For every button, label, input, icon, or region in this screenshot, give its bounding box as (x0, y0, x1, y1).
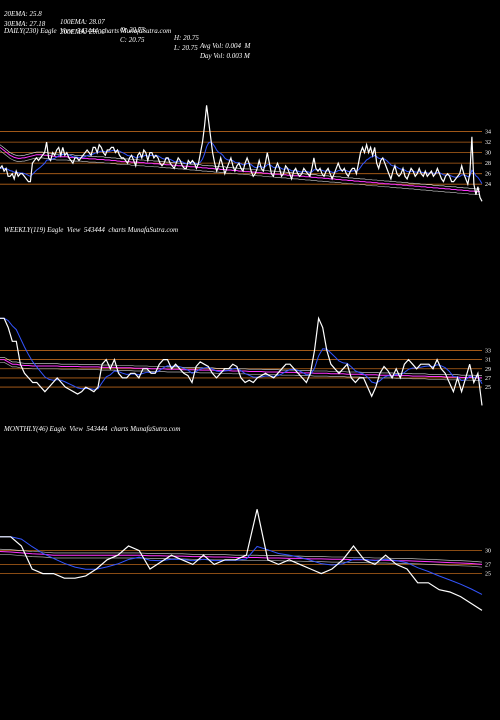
monthly-ema-white-line (0, 548, 483, 563)
ema100-label: 100EMA: 28.07 (60, 18, 105, 26)
monthly-price-line (0, 509, 483, 611)
ema30-label: 30EMA: 27.18 (4, 20, 46, 28)
daily-ema-white-line (0, 144, 480, 190)
weekly-ema-grey-line (0, 361, 482, 382)
monthly-ema-grey-line (0, 553, 483, 568)
daily-ema-grey-line (0, 150, 480, 196)
ema200-label: 200EMA: 29.06 (60, 28, 105, 36)
monthly-chart-title: MONTHLY(46) Eagle View 543444 charts Mun… (4, 425, 181, 433)
weekly-chart-title: WEEKLY(119) Eagle View 543444 charts Mun… (4, 226, 179, 234)
weekly-tick-label-31: 31 (485, 358, 491, 364)
avg-vol-label: Avg Vol: 0.004 M (200, 42, 251, 50)
daily-tick-label-28: 28 (485, 161, 491, 167)
low-label: L: 20.75 (174, 44, 198, 52)
header-row-2: 30EMA: 27.18 200EMA: 29.06 C: 20.75 L: 2… (4, 12, 250, 60)
monthly-tick-label-27: 27 (485, 562, 491, 568)
daily-ema-blue-line (0, 141, 483, 184)
daily-tick-label-26: 26 (485, 172, 491, 178)
daily-chart-title: DAILY(230) Eagle View 543444 charts Muna… (4, 27, 172, 35)
daily-tick-label-34: 34 (485, 130, 491, 136)
day-vol-label: Day Vol: 0.003 M (200, 52, 250, 60)
weekly-tick-label-33: 33 (485, 348, 491, 354)
daily-tick-label-30: 30 (485, 151, 491, 157)
weekly-tick-label-29: 29 (485, 367, 491, 373)
daily-price-line (0, 105, 483, 202)
open-label: O: 20.75 (120, 26, 145, 34)
monthly-tick-label-30: 30 (485, 549, 491, 555)
weekly-tick-label-27: 27 (485, 376, 491, 382)
daily-tick-label-24: 24 (485, 182, 491, 188)
header-row-1: 20EMA: 25.8 100EMA: 28.07 O: 20.75 H: 20… (4, 2, 250, 50)
weekly-price-line (0, 316, 483, 406)
ema20-label: 20EMA: 25.8 (4, 10, 42, 18)
close-label: C: 20.75 (120, 36, 145, 44)
monthly-ema-blue-line (0, 536, 483, 595)
monthly-tick-label-25: 25 (485, 572, 491, 578)
high-label: H: 20.75 (174, 34, 199, 42)
daily-tick-label-32: 32 (485, 140, 491, 146)
weekly-tick-label-25: 25 (485, 385, 491, 391)
daily-ema-magenta-line (0, 146, 480, 193)
